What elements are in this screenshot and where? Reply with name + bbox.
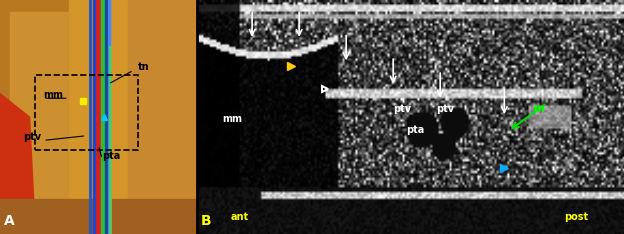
Polygon shape	[0, 94, 36, 234]
Text: ptv: ptv	[436, 104, 454, 114]
Text: B: B	[201, 214, 212, 228]
Text: ptv: ptv	[24, 132, 42, 143]
Text: tn: tn	[534, 104, 546, 114]
Text: pta: pta	[406, 125, 424, 135]
Text: A: A	[4, 214, 15, 228]
Text: mm: mm	[43, 90, 63, 100]
Bar	[69, 0, 128, 234]
Text: ptv: ptv	[393, 104, 411, 114]
Text: pta: pta	[102, 151, 120, 161]
Text: tn: tn	[137, 62, 149, 72]
Bar	[0, 199, 197, 234]
Bar	[36, 75, 137, 150]
Text: post: post	[564, 212, 588, 222]
Bar	[128, 0, 197, 234]
Text: ant: ant	[231, 212, 249, 222]
Text: mm: mm	[222, 114, 242, 124]
